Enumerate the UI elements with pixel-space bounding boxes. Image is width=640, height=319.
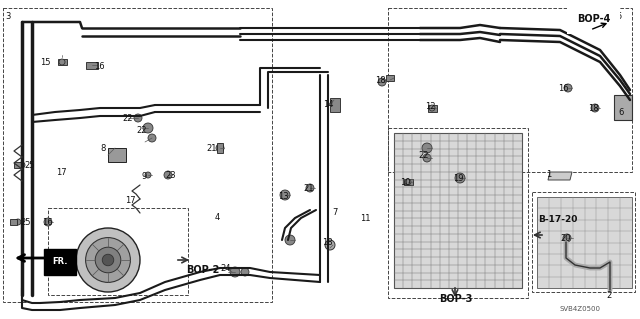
Circle shape — [19, 162, 25, 168]
Circle shape — [405, 179, 411, 185]
Text: 10: 10 — [400, 178, 410, 187]
Text: 17: 17 — [56, 168, 67, 177]
Circle shape — [216, 144, 224, 152]
Text: 16: 16 — [94, 62, 104, 71]
Text: 6: 6 — [618, 108, 623, 117]
Bar — [388, 8, 632, 172]
Text: 24: 24 — [220, 264, 230, 273]
Circle shape — [148, 134, 156, 142]
Bar — [537, 197, 632, 288]
Bar — [386, 75, 394, 81]
Bar — [217, 143, 223, 153]
Text: 16: 16 — [558, 84, 568, 93]
Circle shape — [230, 267, 240, 277]
Polygon shape — [548, 172, 572, 180]
Bar — [3, 8, 272, 302]
Text: 12: 12 — [425, 102, 435, 111]
Text: 7: 7 — [332, 208, 337, 217]
Circle shape — [285, 235, 295, 245]
Text: B-17-20: B-17-20 — [538, 216, 577, 225]
Circle shape — [422, 143, 432, 153]
Text: 18: 18 — [588, 104, 598, 113]
Text: 1: 1 — [546, 170, 551, 179]
Circle shape — [59, 59, 65, 65]
Circle shape — [280, 190, 290, 200]
Text: 2: 2 — [606, 291, 611, 300]
Text: BOP-3: BOP-3 — [439, 294, 473, 304]
Circle shape — [15, 219, 21, 225]
Bar — [532, 192, 635, 292]
Text: 25: 25 — [20, 218, 31, 227]
Text: 21: 21 — [206, 144, 216, 153]
Circle shape — [76, 228, 140, 292]
Text: 13: 13 — [278, 192, 289, 201]
Bar — [330, 98, 340, 112]
Text: FR.: FR. — [52, 257, 67, 266]
Text: 11: 11 — [360, 214, 371, 223]
Circle shape — [241, 268, 249, 276]
Circle shape — [164, 171, 172, 179]
Circle shape — [563, 234, 571, 242]
Circle shape — [325, 240, 335, 250]
Bar — [428, 105, 436, 112]
Circle shape — [102, 254, 114, 266]
Text: 15: 15 — [40, 58, 51, 67]
Text: SVB4Z0500: SVB4Z0500 — [560, 306, 601, 312]
Circle shape — [306, 184, 314, 192]
Circle shape — [143, 123, 153, 133]
Text: 17: 17 — [125, 196, 136, 205]
Bar — [10, 219, 17, 225]
Bar — [614, 95, 632, 120]
Text: 9: 9 — [142, 172, 147, 181]
Circle shape — [44, 218, 52, 226]
Circle shape — [86, 238, 131, 282]
Bar — [48, 208, 188, 295]
Text: 22: 22 — [136, 126, 147, 135]
Circle shape — [429, 105, 435, 111]
Circle shape — [95, 247, 121, 273]
Text: 22: 22 — [122, 114, 132, 123]
Bar — [108, 148, 126, 162]
Circle shape — [145, 172, 151, 178]
Text: 3: 3 — [5, 12, 10, 21]
Bar — [58, 59, 67, 65]
Bar — [14, 162, 21, 168]
Text: 14: 14 — [323, 100, 333, 109]
Text: 25: 25 — [24, 161, 35, 170]
Text: 5: 5 — [616, 12, 621, 21]
Circle shape — [378, 78, 386, 86]
Circle shape — [455, 173, 465, 183]
Text: 21: 21 — [303, 184, 314, 193]
Bar — [403, 179, 413, 185]
Circle shape — [564, 84, 572, 92]
Text: 18: 18 — [375, 76, 386, 85]
Circle shape — [591, 104, 599, 112]
Text: 4: 4 — [215, 213, 220, 222]
Bar — [394, 133, 522, 288]
Bar — [388, 128, 528, 298]
Circle shape — [423, 154, 431, 162]
Text: 19: 19 — [453, 174, 463, 183]
Text: 18: 18 — [322, 238, 333, 247]
Text: 16: 16 — [42, 218, 52, 227]
Text: BOP-2: BOP-2 — [186, 265, 220, 275]
Text: 20: 20 — [560, 234, 570, 243]
Text: 22: 22 — [418, 151, 429, 160]
Text: 23: 23 — [165, 171, 175, 180]
Text: BOP-4: BOP-4 — [577, 14, 610, 24]
Text: 8: 8 — [100, 144, 106, 153]
Circle shape — [134, 114, 142, 122]
Bar — [86, 62, 98, 69]
